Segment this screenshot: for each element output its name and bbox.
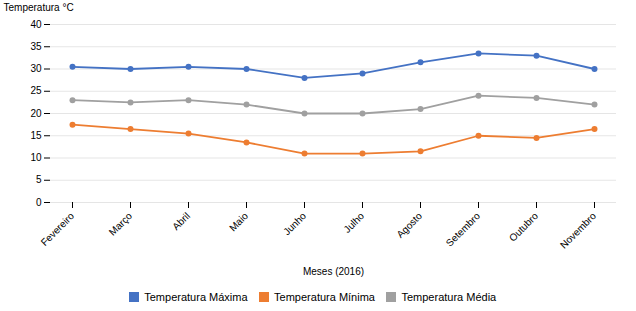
svg-text:0: 0 — [36, 197, 42, 208]
svg-text:15: 15 — [30, 130, 42, 141]
svg-text:Fevereiro: Fevereiro — [39, 210, 77, 248]
svg-text:Junho: Junho — [281, 210, 308, 237]
svg-text:5: 5 — [36, 174, 42, 185]
svg-text:25: 25 — [30, 85, 42, 96]
svg-text:Novembro: Novembro — [558, 210, 599, 251]
svg-text:20: 20 — [30, 108, 42, 119]
svg-text:Temperatura °C: Temperatura °C — [4, 2, 74, 13]
svg-text:Abril: Abril — [170, 210, 192, 232]
html-text:Temperatura Média: Temperatura Média — [401, 290, 497, 303]
svg-text:35: 35 — [30, 41, 42, 52]
svg-text:30: 30 — [30, 63, 42, 74]
svg-text:Outubro: Outubro — [507, 210, 541, 244]
svg-text:Agosto: Agosto — [394, 210, 424, 240]
svg-text:40: 40 — [30, 19, 42, 30]
svg-text:Meses (2016): Meses (2016) — [303, 266, 364, 277]
svg-text:10: 10 — [30, 152, 42, 163]
html-text:Temperatura Máxima: Temperatura Máxima — [144, 290, 248, 303]
svg-text:Setembro: Setembro — [444, 210, 483, 249]
html-text:Temperatura Mínima: Temperatura Mínima — [274, 290, 375, 303]
svg-text:Maio: Maio — [227, 210, 250, 233]
svg-text:Março: Março — [107, 210, 135, 238]
svg-text:Julho: Julho — [341, 210, 366, 235]
